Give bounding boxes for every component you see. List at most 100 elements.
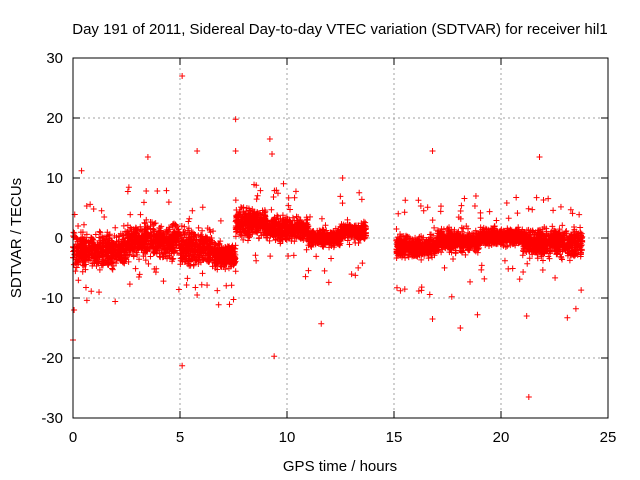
data-point-sparse: [505, 215, 512, 222]
data-point: [166, 236, 173, 243]
data-point-sparse: [321, 267, 328, 274]
data-point: [106, 235, 113, 242]
data-point: [106, 254, 113, 261]
data-point-sparse: [437, 203, 444, 210]
y-tick-label: 20: [46, 110, 63, 127]
data-point-sparse: [192, 284, 199, 291]
data-point-sparse: [437, 208, 444, 215]
data-point-sparse: [305, 267, 312, 274]
data-point: [142, 229, 149, 236]
data-point-sparse: [127, 237, 134, 244]
data-point-sparse: [339, 200, 346, 207]
data-point: [157, 239, 164, 246]
y-tick-label: 10: [46, 170, 63, 187]
data-point-sparse: [486, 208, 493, 215]
data-point-sparse: [223, 282, 230, 289]
data-point: [70, 229, 77, 236]
data-point-sparse: [215, 301, 222, 308]
data-point: [73, 264, 80, 271]
data-point: [136, 256, 143, 263]
data-point-sparse: [501, 257, 508, 264]
data-point-sparse: [204, 282, 211, 289]
data-point-sparse: [217, 217, 224, 224]
data-point: [81, 254, 88, 261]
y-tick-label: -20: [41, 350, 63, 367]
data-point: [101, 237, 108, 244]
data-point-sparse: [477, 209, 484, 216]
data-point: [77, 245, 84, 252]
x-tick-label: 0: [69, 429, 77, 446]
x-tick-label: 20: [493, 429, 510, 446]
data-point: [170, 248, 177, 255]
data-point: [120, 235, 127, 242]
data-point: [93, 257, 100, 264]
data-point-sparse: [420, 207, 427, 214]
data-point-sparse: [136, 271, 143, 278]
data-point-sparse: [328, 255, 335, 262]
data-point-sparse: [82, 284, 89, 291]
data-point-sparse: [424, 204, 431, 211]
data-point-sparse: [291, 194, 298, 201]
data-point: [133, 235, 140, 242]
data-point-sparse: [87, 201, 94, 208]
data-point-sparse: [268, 206, 275, 213]
data-point: [161, 246, 168, 253]
data-point: [109, 266, 116, 273]
data-point: [144, 224, 151, 231]
data-point-sparse: [214, 287, 221, 294]
data-point: [133, 225, 140, 232]
data-point: [73, 234, 80, 241]
data-point: [70, 254, 77, 261]
data-point-sparse: [352, 272, 359, 279]
data-point: [171, 220, 178, 227]
data-point: [130, 231, 137, 238]
data-point-sparse: [415, 287, 422, 294]
data-point-sparse: [401, 209, 408, 216]
data-point-sparse: [513, 194, 520, 201]
data-point-sparse: [257, 187, 264, 194]
data-point: [147, 253, 154, 260]
data-point-sparse: [270, 193, 277, 200]
data-point: [426, 231, 433, 238]
data-point-sparse: [135, 273, 142, 280]
data-point: [149, 219, 156, 226]
data-point: [559, 256, 566, 263]
data-point: [112, 246, 119, 253]
data-point-sparse: [313, 253, 320, 260]
data-point: [89, 239, 96, 246]
data-point-sparse: [183, 281, 190, 288]
data-point-sparse: [112, 298, 119, 305]
data-point-sparse: [163, 187, 170, 194]
data-point-sparse: [165, 199, 172, 206]
data-point-sparse: [478, 262, 485, 269]
data-point-sparse: [230, 296, 237, 303]
data-point-sparse: [127, 211, 134, 218]
y-tick-label: -30: [41, 410, 63, 427]
data-point: [124, 222, 131, 229]
x-tick-label: 10: [279, 429, 296, 446]
data-point: [96, 228, 103, 235]
data-point-sparse: [198, 281, 205, 288]
data-point-sparse: [125, 258, 132, 265]
data-point: [98, 248, 105, 255]
data-point-sparse: [467, 278, 474, 285]
y-tick-label: 30: [46, 50, 63, 67]
data-point: [147, 225, 154, 232]
data-point: [80, 262, 87, 269]
data-point: [77, 237, 84, 244]
data-point-sparse: [358, 196, 365, 203]
data-point: [151, 249, 158, 256]
data-point: [166, 250, 173, 257]
data-point-sparse: [80, 236, 87, 243]
data-point-sparse: [113, 234, 120, 241]
data-point-sparse: [96, 289, 103, 296]
data-point: [169, 258, 176, 265]
data-point-sparse: [140, 199, 147, 206]
data-point: [156, 230, 163, 237]
data-point-sparse: [356, 189, 363, 196]
data-point: [160, 232, 167, 239]
x-tick-label: 5: [176, 429, 184, 446]
y-tick-label: -10: [41, 290, 63, 307]
data-point-sparse: [509, 265, 516, 272]
